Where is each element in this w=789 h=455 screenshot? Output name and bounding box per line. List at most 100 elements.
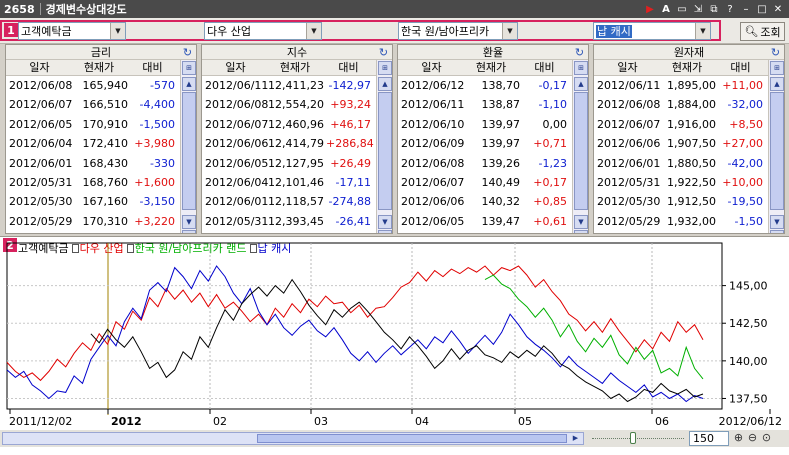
table-row[interactable]: 2012/06/05 139,47 +0,61: [398, 212, 588, 231]
vertical-scrollbar[interactable]: ⊞ ▲ ▼ ⊻: [768, 60, 784, 233]
table-row[interactable]: 2012/06/08 1,884,00 -32,00: [594, 95, 784, 114]
screen-code: 2658: [4, 2, 35, 16]
table-row[interactable]: 2012/05/31 1,922,50 +10,00: [594, 173, 784, 192]
scroll-down-arrow[interactable]: ▼: [574, 215, 588, 229]
horizontal-scrollbar[interactable]: ▶: [2, 432, 584, 445]
zoom-slider-knob[interactable]: [630, 432, 636, 444]
combo-fx[interactable]: 한국 원/남아프리카 ▼: [398, 22, 518, 40]
query-button[interactable]: 🔍︎ 조회: [740, 22, 785, 41]
play-icon[interactable]: ▶: [646, 3, 654, 15]
vertical-scrollbar[interactable]: ⊞ ▲ ▼ ⊻: [180, 60, 196, 233]
zoom-input[interactable]: 150: [689, 431, 729, 446]
maximize-icon[interactable]: □: [757, 3, 767, 15]
scroll-bottom-arrow[interactable]: ⊻: [182, 230, 196, 233]
table-row[interactable]: 2012/05/31 168,760 +1,600: [6, 173, 196, 192]
table-row[interactable]: 2012/06/06 1,907,50 +27,00: [594, 134, 784, 153]
combo-commodity[interactable]: 납 캐시 ▼: [593, 22, 711, 40]
minimize-icon[interactable]: –: [743, 3, 749, 15]
refresh-icon[interactable]: ↻: [574, 46, 585, 59]
table-row[interactable]: 2012/06/07 166,510 -4,400: [6, 95, 196, 114]
scroll-down-arrow[interactable]: ▼: [770, 215, 784, 229]
table-row[interactable]: 2012/06/11 1,895,00 +11,00: [594, 76, 784, 95]
chevron-down-icon[interactable]: ▼: [306, 23, 321, 39]
combo-index[interactable]: 다우 산업 ▼: [204, 22, 322, 40]
table-row[interactable]: 2012/06/05 12,127,95 +26,49: [202, 154, 392, 173]
table-row[interactable]: 2012/06/09 139,97 +0,71: [398, 134, 588, 153]
table-row[interactable]: 2012/05/281,933,50-11,50: [594, 231, 784, 233]
scroll-up-arrow[interactable]: ▲: [378, 77, 392, 91]
table-row[interactable]: 2012/05/30 167,160 -3,150: [6, 192, 196, 211]
column-change: 대비: [730, 61, 751, 74]
table-row[interactable]: 2012/06/07 140,49 +0,17: [398, 173, 588, 192]
cell-price: 140,49: [481, 175, 521, 189]
table-row[interactable]: 2012/06/04 172,410 +3,980: [6, 134, 196, 153]
table-row[interactable]: 2012/05/3012,419,86-160,83: [202, 231, 392, 233]
combo-interest[interactable]: 고객예탁금 ▼: [18, 22, 126, 40]
table-row[interactable]: 2012/06/08 12,554,20 +93,24: [202, 95, 392, 114]
table-row[interactable]: 2012/06/10 139,97 0,00: [398, 115, 588, 134]
expand-icon[interactable]: ⊞: [574, 61, 588, 75]
line-chart[interactable]: 145,00 142,50 140,00 137,50 2011/12/02 2012 02…: [0, 237, 789, 431]
expand-icon[interactable]: ⊞: [770, 61, 784, 75]
pin-icon[interactable]: ⇲: [693, 3, 703, 15]
legend-checkbox[interactable]: [249, 243, 257, 253]
table-row[interactable]: 2012/06/01 168,430 -330: [6, 154, 196, 173]
zoom-out-icon[interactable]: ⊖: [747, 431, 758, 444]
scroll-thumb[interactable]: [257, 434, 567, 443]
expand-icon[interactable]: ⊞: [378, 61, 392, 75]
table-row[interactable]: 2012/06/05 170,910 -1,500: [6, 115, 196, 134]
scroll-up-arrow[interactable]: ▲: [182, 77, 196, 91]
zoom-in-icon[interactable]: ⊕: [733, 431, 744, 444]
scroll-thumb[interactable]: [770, 92, 784, 210]
table-row[interactable]: 2012/06/04 12,101,46 -17,11: [202, 173, 392, 192]
chevron-down-icon[interactable]: ▼: [110, 23, 125, 39]
table-row[interactable]: 2012/06/01 12,118,57 -274,88: [202, 192, 392, 211]
table-row[interactable]: 2012/05/30 1,912,50 -19,50: [594, 192, 784, 211]
table-row[interactable]: 2012/06/11 138,87 -1,10: [398, 95, 588, 114]
cell-change: +3,980: [134, 137, 175, 151]
table-row[interactable]: 2012/06/07 1,916,00 +8,50: [594, 115, 784, 134]
vertical-scrollbar[interactable]: ⊞ ▲ ▼ ⊻: [376, 60, 392, 233]
scroll-bottom-arrow[interactable]: ⊻: [770, 230, 784, 233]
scroll-right-arrow[interactable]: ▶: [572, 434, 579, 442]
table-row[interactable]: 2012/05/31 12,393,45 -26,41: [202, 212, 392, 231]
table-row[interactable]: 2012/06/12 138,70 -0,17: [398, 76, 588, 95]
table-row[interactable]: 2012/06/04138,86+1,02: [398, 231, 588, 233]
chevron-down-icon[interactable]: ▼: [695, 23, 710, 39]
refresh-icon[interactable]: ↻: [378, 46, 389, 59]
font-icon[interactable]: A: [662, 3, 670, 15]
scroll-up-arrow[interactable]: ▲: [770, 77, 784, 91]
refresh-icon[interactable]: ↻: [182, 46, 193, 59]
legend-checkbox[interactable]: [71, 243, 79, 253]
table-row[interactable]: 2012/05/29 170,310 +3,220: [6, 212, 196, 231]
restore-icon[interactable]: ⧉: [710, 3, 718, 15]
scroll-thumb[interactable]: [378, 92, 392, 210]
table-row[interactable]: 2012/06/08 165,940 -570: [6, 76, 196, 95]
window-icon[interactable]: ▭: [677, 3, 687, 15]
help-icon[interactable]: ?: [727, 3, 733, 15]
zoom-slider[interactable]: [592, 432, 684, 445]
legend-checkbox[interactable]: [126, 243, 134, 253]
refresh-icon[interactable]: ↻: [770, 46, 781, 59]
table-row[interactable]: 2012/06/01 1,880,50 -42,00: [594, 154, 784, 173]
table-row[interactable]: 2012/06/07 12,460,96 +46,17: [202, 115, 392, 134]
scroll-up-arrow[interactable]: ▲: [574, 77, 588, 91]
table-row[interactable]: 2012/05/29 1,932,00 -1,50: [594, 212, 784, 231]
table-row[interactable]: 2012/06/06 12,414,79 +286,84: [202, 134, 392, 153]
scroll-thumb[interactable]: [574, 92, 588, 210]
scroll-bottom-arrow[interactable]: ⊻: [574, 230, 588, 233]
chevron-down-icon[interactable]: ▼: [502, 23, 517, 39]
close-icon[interactable]: ✕: [773, 3, 783, 15]
scroll-down-arrow[interactable]: ▼: [182, 215, 196, 229]
scroll-thumb[interactable]: [182, 92, 196, 210]
scroll-down-arrow[interactable]: ▼: [378, 215, 392, 229]
zoom-reset-icon[interactable]: ⊙: [761, 431, 772, 444]
expand-icon[interactable]: ⊞: [182, 61, 196, 75]
vertical-scrollbar[interactable]: ⊞ ▲ ▼ ⊻: [572, 60, 588, 233]
table-row[interactable]: 2012/06/08 139,26 -1,23: [398, 154, 588, 173]
scroll-bottom-arrow[interactable]: ⊻: [378, 230, 392, 233]
cell-price: 139,47: [481, 214, 521, 228]
table-row[interactable]: 2012/05/25167,090-4,600: [6, 231, 196, 233]
table-row[interactable]: 2012/06/06 140,32 +0,85: [398, 192, 588, 211]
table-row[interactable]: 2012/06/11 12,411,23 -142,97: [202, 76, 392, 95]
